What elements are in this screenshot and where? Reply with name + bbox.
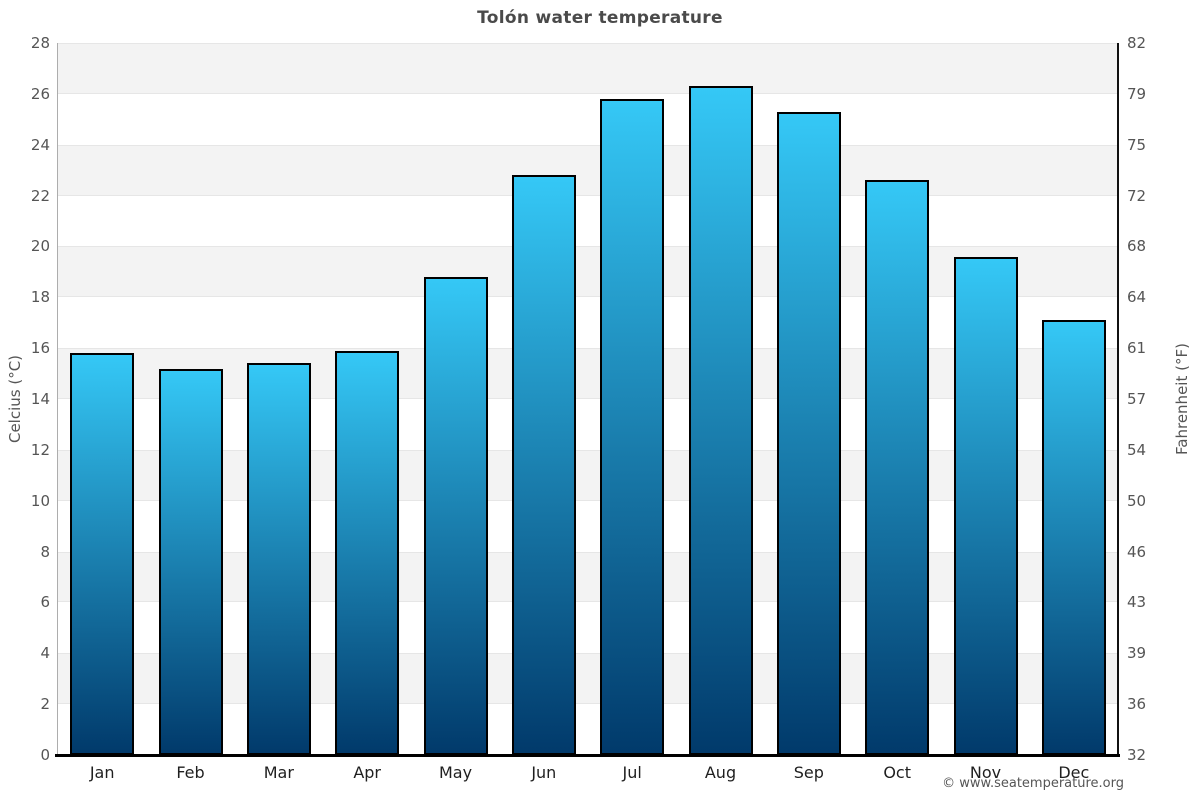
x-tick-label: Aug [704, 763, 737, 782]
y-tick-label-celsius: 0 [40, 746, 50, 764]
y-tick-label-fahrenheit: 61 [1127, 339, 1147, 358]
copyright-text: © www.seatemperature.org [942, 776, 1124, 791]
x-tick-label: Apr [353, 763, 381, 782]
bar-jul [600, 98, 665, 755]
x-tick-label: Sep [793, 763, 824, 782]
bar-dec [1041, 320, 1106, 755]
y-tick-label-celsius: 2 [40, 695, 50, 714]
y-tick-label-fahrenheit: 50 [1127, 491, 1147, 510]
y-tick-label-celsius: 18 [30, 288, 50, 307]
grid-band [58, 94, 1118, 145]
grid-band [58, 348, 1118, 399]
x-tick-label: Feb [176, 763, 205, 782]
bar-feb [158, 368, 223, 755]
y-tick-label-celsius: 20 [30, 237, 50, 256]
y-axis-line-left [57, 43, 58, 755]
grid-band [58, 246, 1118, 298]
y-tick-label-fahrenheit: 46 [1127, 542, 1147, 561]
bar-apr [335, 350, 400, 755]
y-tick-label-celsius: 4 [40, 644, 50, 663]
x-axis-line [55, 754, 1120, 757]
x-tick-label: Dec [1058, 763, 1090, 782]
bar-may [423, 276, 488, 755]
grid-band [58, 196, 1118, 247]
x-tick-label: Jun [531, 763, 557, 782]
y-tick-label-celsius: 24 [30, 135, 50, 154]
y-tick-label-fahrenheit: 68 [1127, 237, 1147, 256]
grid-band [58, 144, 1118, 196]
bar-sep [776, 111, 841, 755]
y-tick-label-celsius: 22 [30, 186, 50, 205]
x-tick-label: Jul [622, 763, 642, 782]
y-tick-label-celsius: 14 [30, 390, 50, 408]
y-tick-label-fahrenheit: 43 [1127, 593, 1147, 612]
bar-aug [688, 86, 753, 755]
y-tick-label-celsius: 6 [40, 593, 50, 612]
y-tick-label-celsius: 28 [30, 34, 50, 52]
y-tick-label-fahrenheit: 72 [1127, 186, 1147, 205]
bar-jun [511, 175, 576, 755]
grid-band [58, 551, 1118, 603]
y-tick-label-fahrenheit: 39 [1127, 644, 1147, 663]
y-tick-label-fahrenheit: 54 [1127, 440, 1147, 459]
y-tick-label-celsius: 8 [40, 542, 50, 561]
y-tick-label-fahrenheit: 79 [1127, 84, 1147, 103]
plot-area [58, 43, 1118, 755]
y-tick-label-celsius: 10 [30, 491, 50, 510]
y-tick-label-celsius: 12 [30, 440, 50, 459]
x-tick-label: Mar [263, 763, 294, 782]
x-tick-label: Jan [89, 763, 115, 782]
grid-band [58, 653, 1118, 705]
chart-title: Tolón water temperature [477, 8, 723, 28]
x-tick-label: Nov [969, 763, 1002, 782]
y-axis-line-right [1117, 43, 1119, 755]
y-tick-label-celsius: 26 [30, 84, 50, 103]
y-tick-label-celsius: 16 [30, 339, 50, 358]
bar-mar [246, 363, 311, 755]
y-tick-label-fahrenheit: 64 [1127, 288, 1147, 307]
y-tick-label-fahrenheit: 36 [1127, 695, 1147, 714]
bar-nov [953, 256, 1018, 755]
grid-band [58, 449, 1118, 501]
y-tick-label-fahrenheit: 75 [1127, 135, 1147, 154]
bar-jan [70, 353, 135, 755]
bar-oct [865, 180, 930, 755]
y-tick-label-fahrenheit: 82 [1127, 34, 1147, 52]
y-tick-label-fahrenheit: 32 [1127, 746, 1147, 764]
x-tick-label: May [438, 763, 473, 782]
x-tick-label: Oct [883, 763, 911, 782]
y-tick-label-fahrenheit: 57 [1127, 390, 1147, 408]
grid-band [58, 43, 1118, 94]
